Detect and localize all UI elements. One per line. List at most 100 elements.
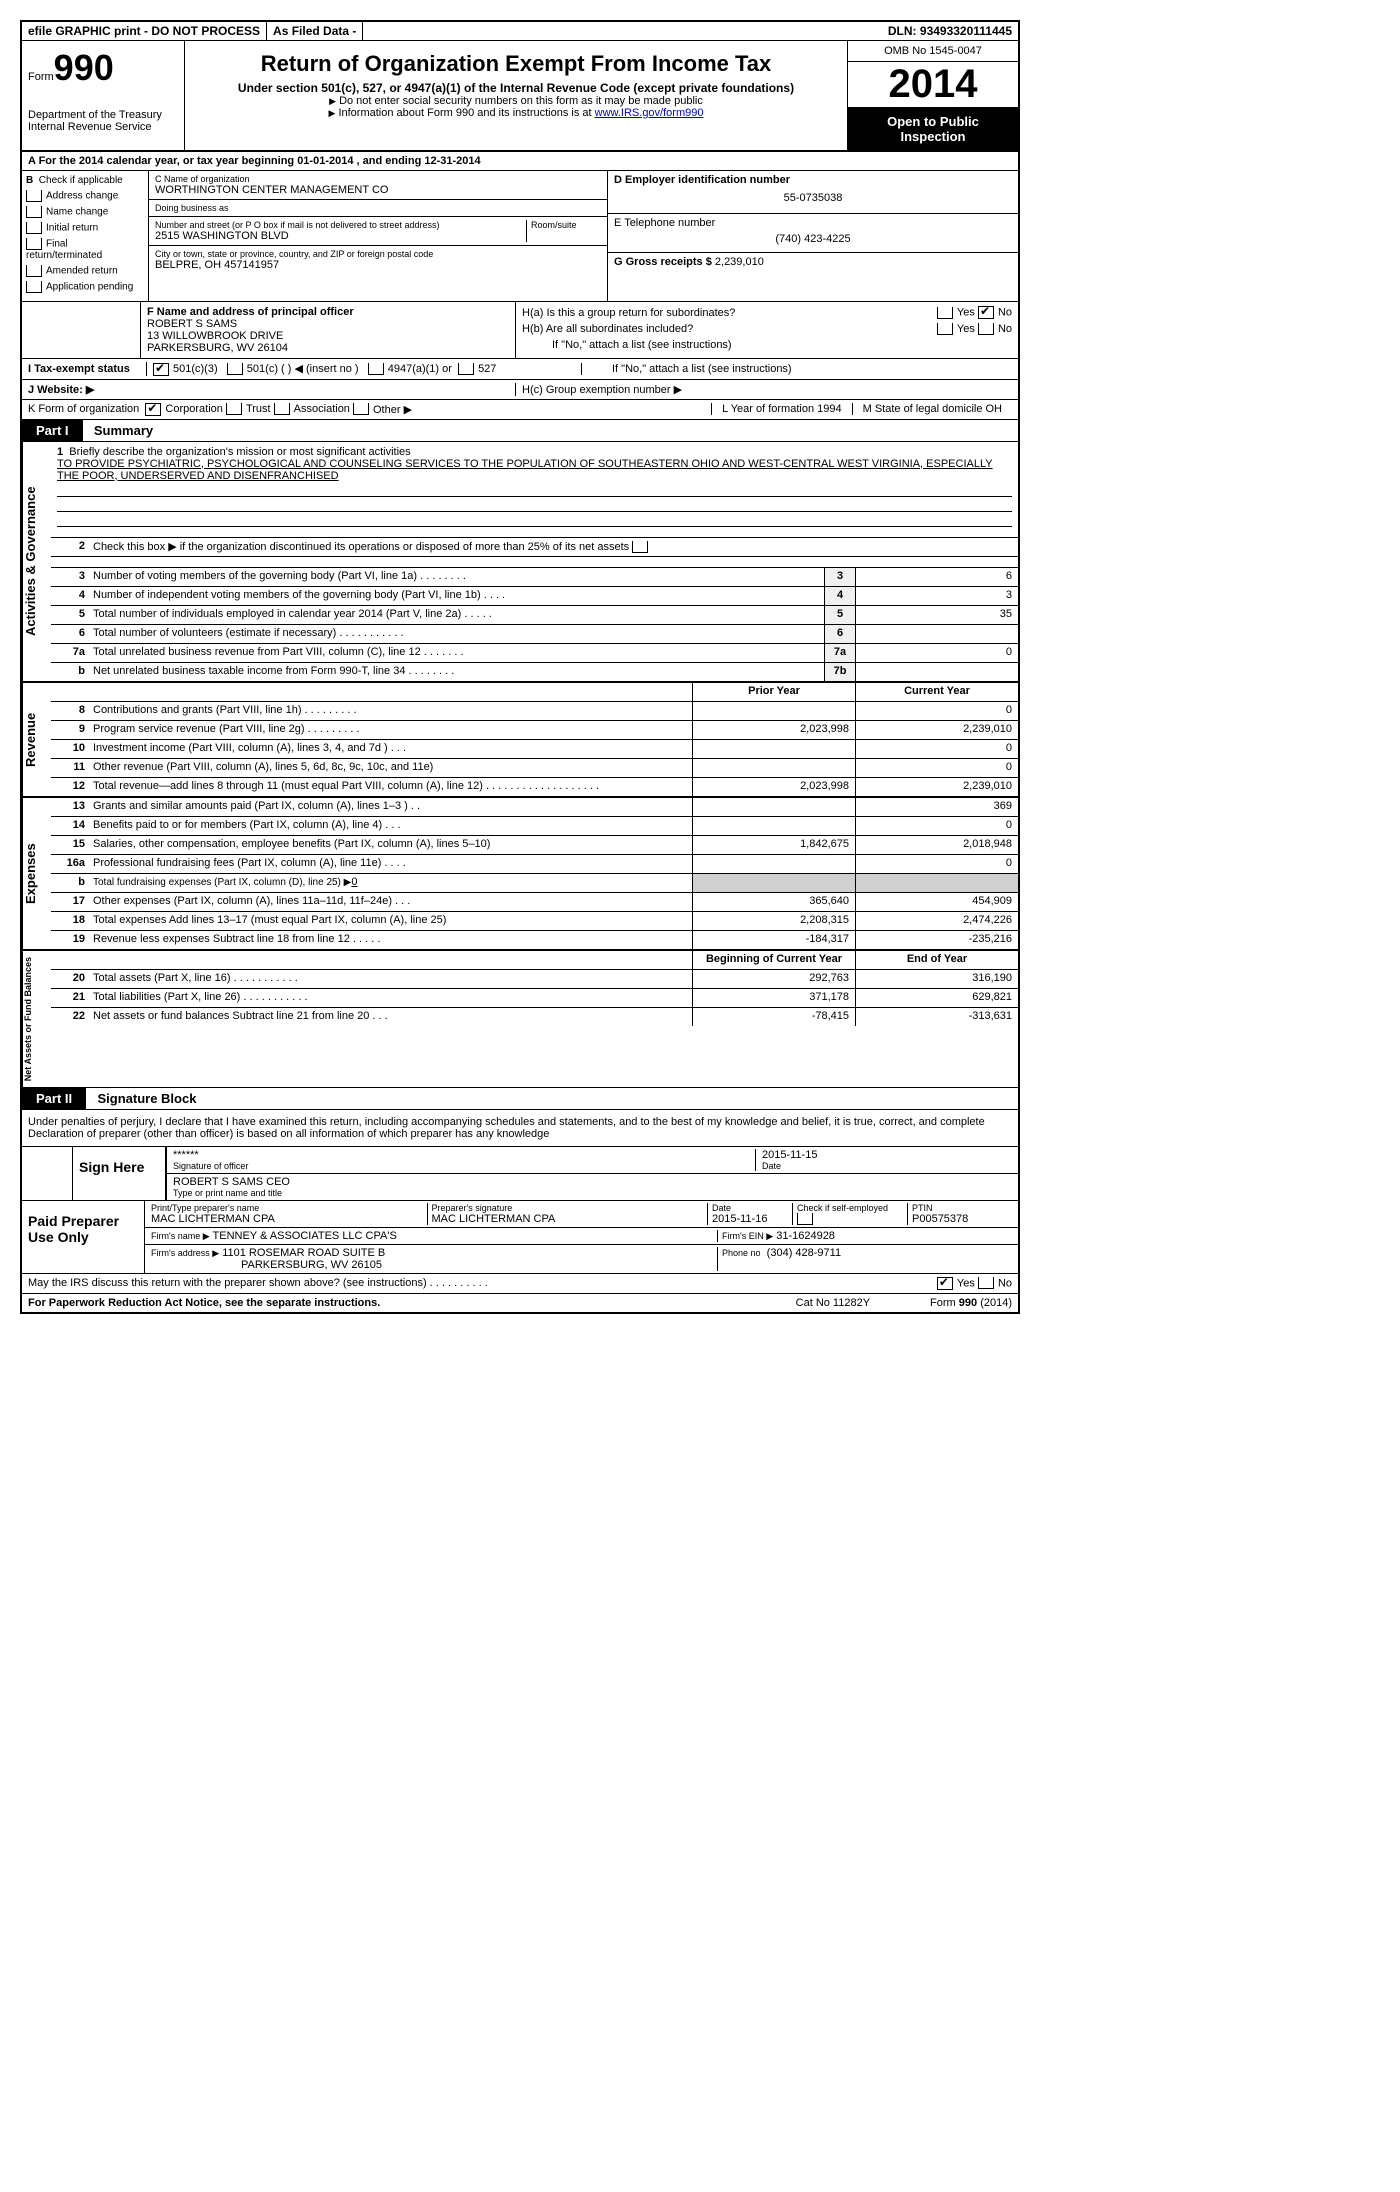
dln: DLN: 93493320111445 [882, 22, 1018, 40]
city-label: City or town, state or province, country… [155, 249, 601, 259]
perjury-text: Under penalties of perjury, I declare th… [22, 1110, 1018, 1147]
sig-name-label: Type or print name and title [173, 1188, 1012, 1198]
ha-yes[interactable] [937, 307, 953, 319]
public-inspection: Open to Public Inspection [848, 108, 1018, 150]
firm-ein: 31-1624928 [776, 1230, 835, 1242]
form-subtitle: Under section 501(c), 527, or 4947(a)(1)… [195, 81, 837, 95]
row-j-website: J Website: ▶ H(c) Group exemption number… [22, 380, 1018, 400]
irs-link[interactable]: www.IRS.gov/form990 [595, 107, 704, 119]
cb-name-change[interactable]: Name change [26, 206, 144, 218]
activities-section: Activities & Governance 1 Briefly descri… [22, 442, 1018, 683]
col-f-officer: F Name and address of principal officer … [141, 302, 515, 358]
hb-yes[interactable] [937, 323, 953, 335]
irs-label: Internal Revenue Service [28, 121, 178, 133]
v4: 3 [855, 587, 1018, 605]
part-2-header: Part II Signature Block [22, 1088, 1018, 1110]
ssn-note: Do not enter social security numbers on … [195, 95, 837, 107]
discuss-no[interactable] [978, 1277, 994, 1289]
side-netassets: Net Assets or Fund Balances [22, 951, 51, 1087]
cb-501c3[interactable] [153, 363, 169, 376]
hdr-begin: Beginning of Current Year [692, 951, 855, 969]
sig-officer-label: Signature of officer [173, 1161, 755, 1171]
officer-label: F Name and address of principal officer [147, 306, 509, 318]
org-name-label: C Name of organization [155, 174, 601, 184]
cb-address-change[interactable]: Address change [26, 190, 144, 202]
hb-note: If "No," attach a list (see instructions… [522, 339, 1012, 351]
netassets-section: Net Assets or Fund Balances Beginning of… [22, 951, 1018, 1088]
hdr-prior: Prior Year [692, 683, 855, 701]
v5: 35 [855, 606, 1018, 624]
l1-text: Briefly describe the organization's miss… [69, 446, 410, 458]
sign-here-section: Sign Here ****** Signature of officer 20… [22, 1147, 1018, 1201]
officer-addr1: 13 WILLOWBROOK DRIVE [147, 330, 509, 342]
cb-4947[interactable] [368, 363, 384, 375]
cb-association[interactable] [274, 403, 290, 415]
firm-addr1: 1101 ROSEMAR ROAD SUITE B [222, 1247, 385, 1259]
sig-date-label: Date [762, 1161, 1012, 1171]
col-c-org-info: C Name of organization WORTHINGTON CENTE… [149, 171, 607, 301]
side-revenue: Revenue [22, 683, 51, 796]
hdr-current: Current Year [855, 683, 1018, 701]
ein-value: 55-0735038 [614, 186, 1012, 210]
firm-addr2: PARKERSBURG, WV 26105 [151, 1259, 717, 1271]
ha-no[interactable] [978, 306, 994, 319]
v7b [855, 663, 1018, 681]
sig-stars: ****** [173, 1149, 755, 1161]
self-employed-check[interactable]: Check if self-employed [793, 1203, 908, 1225]
col-h-group: H(a) Is this a group return for subordin… [515, 302, 1018, 358]
hb-label: H(b) Are all subordinates included? [522, 323, 693, 335]
cb-application-pending[interactable]: Application pending [26, 281, 144, 293]
cb-trust[interactable] [226, 403, 242, 415]
cb-final-return[interactable]: Final return/terminated [26, 238, 144, 261]
hdr-end: End of Year [855, 951, 1018, 969]
cb-initial-return[interactable]: Initial return [26, 222, 144, 234]
revenue-section: Revenue Prior Year Current Year 8Contrib… [22, 683, 1018, 798]
cb-amended-return[interactable]: Amended return [26, 265, 144, 277]
tax-year: 2014 [848, 62, 1018, 108]
preparer-name: MAC LICHTERMAN CPA [151, 1213, 427, 1225]
efile-notice: efile GRAPHIC print - DO NOT PROCESS [22, 22, 267, 40]
preparer-sig: MAC LICHTERMAN CPA [432, 1213, 708, 1225]
section-fh: F Name and address of principal officer … [22, 302, 1018, 359]
form-title: Return of Organization Exempt From Incom… [195, 51, 837, 77]
header-left: Form990 Department of the Treasury Inter… [22, 41, 185, 150]
city-state-zip: BELPRE, OH 457141957 [155, 259, 601, 271]
sig-name: ROBERT S SAMS CEO [173, 1176, 1012, 1188]
form-ref: Form 990 (2014) [930, 1297, 1012, 1309]
prep-date: 2015-11-16 [712, 1213, 792, 1225]
year-formation: L Year of formation 1994 [711, 403, 851, 415]
cb-other[interactable] [353, 403, 369, 415]
as-filed: As Filed Data - [267, 22, 363, 40]
firm-phone: (304) 428-9711 [767, 1247, 841, 1259]
dept-treasury: Department of the Treasury [28, 109, 178, 121]
officer-addr2: PARKERSBURG, WV 26104 [147, 342, 509, 354]
sig-date: 2015-11-15 [762, 1149, 1012, 1161]
row-i-tax-status: I Tax-exempt status 501(c)(3) 501(c) ( )… [22, 359, 1018, 380]
ein-label: D Employer identification number [614, 174, 1012, 186]
cb-527[interactable] [458, 363, 474, 375]
hb-no[interactable] [978, 323, 994, 335]
phone-value: (740) 423-4225 [614, 229, 1012, 249]
officer-name: ROBERT S SAMS [147, 318, 509, 330]
paperwork-notice: For Paperwork Reduction Act Notice, see … [28, 1297, 380, 1309]
part-1-header: Part I Summary [22, 420, 1018, 442]
cb-corporation[interactable] [145, 403, 161, 416]
section-bcd: B Check if applicable Address change Nam… [22, 171, 1018, 302]
room-label: Room/suite [531, 220, 601, 230]
state-domicile: M State of legal domicile OH [852, 403, 1012, 415]
side-activities: Activities & Governance [22, 442, 51, 681]
discuss-yes[interactable] [937, 1277, 953, 1290]
gross-label: G Gross receipts $ [614, 256, 712, 268]
mission-text: TO PROVIDE PSYCHIATRIC, PSYCHOLOGICAL AN… [57, 458, 1012, 482]
ptin: P00575378 [912, 1213, 1012, 1225]
paid-preparer-label: Paid Preparer Use Only [22, 1201, 145, 1273]
cb-501c[interactable] [227, 363, 243, 375]
form-number: 990 [54, 47, 114, 88]
form-footer: For Paperwork Reduction Act Notice, see … [22, 1293, 1018, 1312]
form-container: efile GRAPHIC print - DO NOT PROCESS As … [20, 20, 1020, 1314]
form-header: Form990 Department of the Treasury Inter… [22, 41, 1018, 152]
ha-label: H(a) Is this a group return for subordin… [522, 307, 735, 319]
col-b-checkboxes: B Check if applicable Address change Nam… [22, 171, 149, 301]
gross-receipts: 2,239,010 [715, 256, 764, 268]
addr-label: Number and street (or P O box if mail is… [155, 220, 522, 230]
